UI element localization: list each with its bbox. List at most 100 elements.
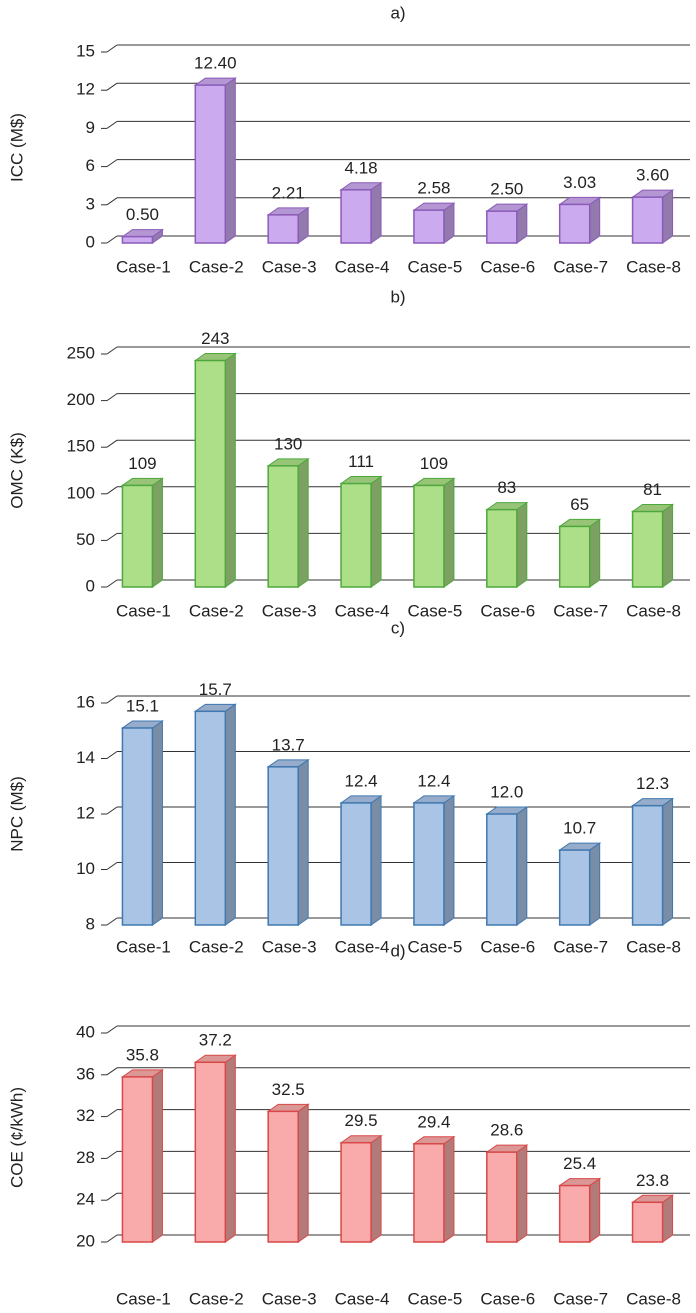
y-tick-label: 40 xyxy=(76,1022,95,1041)
x-tick-label: Case-5 xyxy=(408,1289,463,1308)
bar xyxy=(194,1061,227,1243)
y-tick-label: 9 xyxy=(86,118,95,137)
value-label: 12.3 xyxy=(636,774,669,793)
grid-line-depth xyxy=(106,1025,118,1034)
grid-line-depth xyxy=(106,579,118,588)
y-tick-label: 200 xyxy=(67,390,95,409)
bar-side xyxy=(151,1068,163,1243)
value-label: 15.1 xyxy=(126,696,159,715)
value-label: 3.03 xyxy=(563,173,596,192)
bar-side xyxy=(297,758,309,926)
grid-line-depth xyxy=(106,1109,118,1118)
x-tick-label: Case-8 xyxy=(626,1289,681,1308)
bar xyxy=(413,802,445,926)
x-tick-label: Case-6 xyxy=(480,601,535,620)
y-tick-label: 24 xyxy=(76,1190,95,1209)
bar xyxy=(267,214,299,244)
y-axis-label: OMC (K$) xyxy=(7,432,26,509)
y-tick-label: 32 xyxy=(76,1106,95,1125)
value-label: 13.7 xyxy=(272,735,305,754)
grid-line-depth xyxy=(106,486,118,495)
panel-title: d) xyxy=(390,941,405,960)
value-label: 12.0 xyxy=(490,782,523,801)
grid-line-depth xyxy=(106,44,118,53)
x-tick-label: Case-4 xyxy=(335,937,390,956)
value-label: 4.18 xyxy=(345,158,378,177)
bar-group xyxy=(412,477,456,588)
bar xyxy=(121,727,154,926)
x-tick-label: Case-3 xyxy=(262,1289,317,1308)
x-tick-label: Case-3 xyxy=(262,601,317,620)
bar xyxy=(121,484,154,588)
bar-group xyxy=(630,189,675,244)
y-axis-label: ICC (M$) xyxy=(7,113,26,182)
panel-title: c) xyxy=(391,618,405,637)
bar-side xyxy=(589,842,601,926)
value-label: 2.21 xyxy=(272,183,305,202)
y-tick-label: 100 xyxy=(67,483,95,502)
value-label: 130 xyxy=(274,434,302,453)
bar xyxy=(267,465,299,588)
bar xyxy=(631,196,664,244)
bar xyxy=(340,802,372,926)
value-label: 243 xyxy=(201,329,229,348)
x-tick-label: Case-6 xyxy=(480,1289,535,1308)
grid-line-depth xyxy=(106,1067,118,1076)
bar-side xyxy=(370,1134,382,1243)
bar-group xyxy=(266,758,310,926)
bar xyxy=(486,210,518,244)
y-tick-label: 50 xyxy=(76,530,95,549)
bar xyxy=(486,813,518,926)
bar-side xyxy=(224,352,236,588)
value-label: 25.4 xyxy=(563,1154,596,1173)
y-tick-label: 12 xyxy=(76,80,95,99)
bar-group xyxy=(266,457,310,588)
x-tick-label: Case-1 xyxy=(116,257,171,276)
x-tick-label: Case-4 xyxy=(335,601,390,620)
y-tick-label: 6 xyxy=(86,156,95,175)
value-label: 2.50 xyxy=(490,180,523,199)
x-tick-label: Case-6 xyxy=(480,257,535,276)
bar-group xyxy=(339,794,383,926)
panel-title: a) xyxy=(390,3,405,22)
bar xyxy=(486,1151,518,1243)
bar-side xyxy=(443,477,455,588)
x-tick-label: Case-3 xyxy=(262,937,317,956)
bar xyxy=(413,209,445,244)
value-label: 111 xyxy=(348,452,374,471)
bar xyxy=(267,766,299,926)
bar xyxy=(340,1141,372,1243)
grid-line-depth xyxy=(106,532,118,541)
bar-group xyxy=(630,797,675,926)
bar-side xyxy=(443,1135,455,1243)
bar-side xyxy=(589,1177,601,1243)
y-tick-label: 36 xyxy=(76,1064,95,1083)
grid-line-depth xyxy=(106,439,118,448)
bar-side xyxy=(662,503,674,588)
bar-side xyxy=(516,806,528,926)
y-tick-label: 250 xyxy=(67,343,95,362)
bar-side xyxy=(224,1054,236,1243)
y-tick-label: 28 xyxy=(76,1148,95,1167)
bar xyxy=(194,84,227,244)
bar xyxy=(121,235,154,244)
y-tick-label: 20 xyxy=(76,1231,95,1250)
bar-group xyxy=(266,1103,310,1243)
bar-group xyxy=(266,206,310,244)
x-tick-label: Case-6 xyxy=(480,937,535,956)
x-tick-label: Case-2 xyxy=(189,937,244,956)
bar-side xyxy=(370,181,382,244)
bar-group xyxy=(630,1194,675,1243)
x-tick-label: Case-1 xyxy=(116,1289,171,1308)
bar-side xyxy=(662,797,674,926)
bar-group xyxy=(558,842,602,926)
x-tick-label: Case-2 xyxy=(189,1289,244,1308)
bar-side xyxy=(443,794,455,926)
x-tick-label: Case-5 xyxy=(408,937,463,956)
bar-group xyxy=(193,352,237,588)
bar xyxy=(413,484,445,588)
bar-side xyxy=(224,77,236,244)
x-tick-label: Case-7 xyxy=(553,937,608,956)
y-tick-label: 0 xyxy=(86,576,95,595)
y-tick-label: 150 xyxy=(67,437,95,456)
